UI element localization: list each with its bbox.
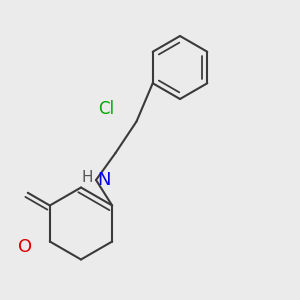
Text: Cl: Cl	[98, 100, 115, 118]
Text: O: O	[18, 238, 33, 256]
Text: H: H	[82, 170, 93, 185]
Text: N: N	[97, 171, 110, 189]
